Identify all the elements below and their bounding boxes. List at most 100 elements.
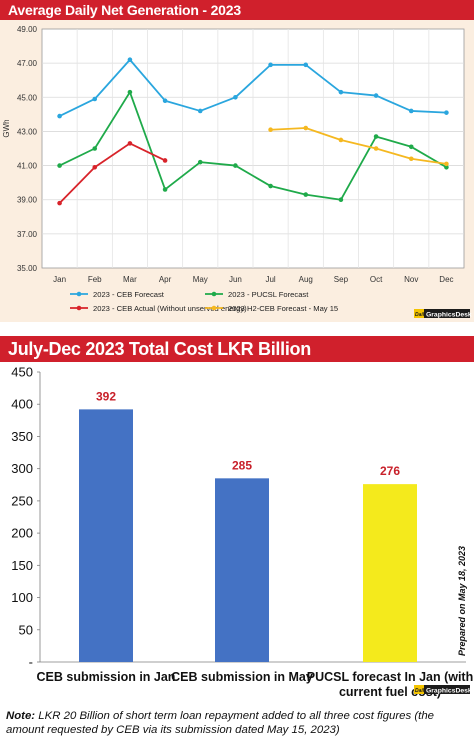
y-tick-label: 41.00 (17, 162, 38, 171)
legend-swatch-marker (211, 291, 217, 297)
x-tick-label: PUCSL forecast In Jan (with current fuel … (307, 670, 473, 699)
data-point (373, 134, 379, 139)
data-point (162, 158, 168, 163)
x-tick-label: Aug (299, 275, 313, 284)
legend-entry: 2023 - PUCSL Forecast (228, 290, 309, 299)
x-tick-label: Sep (334, 275, 349, 284)
x-tick-label: Mar (123, 275, 137, 284)
data-point (303, 62, 309, 68)
credit-badge-accent (414, 309, 424, 318)
data-point (268, 183, 273, 189)
y-tick-label: 300 (11, 461, 33, 476)
legend-swatch-marker (211, 305, 217, 311)
legend-swatch-marker (76, 291, 82, 297)
data-point (303, 192, 309, 197)
y-tick-label: 47.00 (17, 59, 38, 68)
y-tick-label: 39.00 (17, 196, 38, 205)
footnote-label: Note: (6, 710, 36, 722)
x-tick-label: Jul (265, 275, 275, 284)
data-point (197, 159, 203, 165)
series-line-1 (59, 58, 447, 117)
line-chart-title: Average Daily Net Generation - 2023 (0, 0, 474, 20)
data-point (57, 200, 62, 206)
line-chart: 35.00 37.00 39.00 41.00 43.00 45.00 47.00 49.00… (2, 25, 472, 319)
y-tick-label: 49.00 (17, 25, 38, 34)
data-point (268, 62, 273, 68)
data-point (408, 144, 414, 150)
y-axis-label: GWh (2, 119, 11, 137)
data-point (162, 98, 168, 103)
credit-badge (414, 309, 470, 318)
credit-text: GraphicsDesk (426, 312, 472, 319)
panel-divider (0, 322, 474, 336)
data-point (57, 113, 62, 119)
credit-text: GraphicsDesk (426, 688, 472, 695)
series-line-2 (59, 91, 447, 201)
data-point (127, 89, 133, 95)
y-tick-label: 250 (11, 493, 33, 508)
x-tick-label: Feb (88, 275, 102, 284)
credit-badge-accent (414, 685, 424, 694)
bar-value-label: 285 (232, 458, 252, 472)
data-point (338, 89, 344, 95)
y-tick-label: - (29, 655, 33, 670)
x-tick-label: Oct (370, 275, 383, 284)
y-tick-label: 43.00 (17, 127, 38, 136)
data-point (444, 161, 449, 167)
series-line-3 (58, 142, 166, 204)
data-point (373, 93, 379, 98)
data-point (408, 156, 414, 162)
x-tick-label: Jan (53, 275, 66, 284)
x-tick-label: Apr (159, 275, 172, 284)
data-point (127, 141, 133, 146)
legend-entry: 2023 - CEB Actual (Without unserved ener… (93, 304, 247, 313)
bar-value-label: 392 (96, 389, 116, 403)
credit-badge (414, 685, 470, 694)
credit-prefix: Daily (415, 312, 427, 318)
y-tick-label: 50 (19, 622, 33, 637)
data-point (444, 164, 449, 170)
data-point (408, 108, 414, 114)
data-point (303, 125, 309, 131)
data-point (268, 127, 273, 133)
data-point (338, 197, 344, 203)
data-point (57, 163, 62, 168)
y-tick-label: 200 (11, 526, 33, 541)
x-tick-label: May (193, 275, 208, 284)
data-point (92, 96, 98, 102)
credit-prefix: Daily (415, 688, 427, 694)
data-point (162, 187, 168, 192)
data-point (233, 94, 238, 100)
bar-value-label: 276 (380, 464, 400, 478)
data-point (233, 163, 238, 168)
x-tick-label: Dec (439, 275, 453, 284)
bar (363, 484, 417, 662)
data-point (197, 108, 203, 114)
y-tick-label: 400 (11, 397, 33, 412)
y-tick-label: 450 (11, 365, 33, 380)
x-tick-label: Nov (404, 275, 418, 284)
footnote-text: LKR 20 Billion of short term loan repaym… (6, 710, 435, 736)
y-tick-label: 45.00 (17, 93, 38, 102)
y-tick-label: 350 (11, 429, 33, 444)
data-point (92, 146, 98, 151)
y-tick-label: 150 (11, 558, 33, 573)
bar (215, 478, 269, 662)
bar-chart-title: July-Dec 2023 Total Cost LKR Billion (0, 336, 474, 362)
legend-entry: 2023 - CEB Forecast (93, 290, 165, 299)
x-tick-label: CEB submission in Jan (37, 670, 176, 684)
data-point (92, 164, 98, 170)
legend-swatch-marker (76, 305, 82, 311)
prepared-date: Prepared on May 18, 2023 (457, 546, 467, 656)
data-point (444, 110, 449, 115)
data-point (373, 146, 379, 151)
data-point (338, 137, 344, 143)
footnote: Note: LKR 20 Billion of short term loan … (6, 709, 466, 736)
x-tick-label: CEB submission in May (171, 670, 313, 684)
bar-chart: - 50 100 150 200 250 300 350 400 450 392 285 276 CEB … (11, 365, 473, 700)
bar-chart-panel: July-Dec 2023 Total Cost LKR Billion - 50… (0, 336, 474, 736)
bar (79, 409, 133, 662)
legend-entry: 2023 H2-CEB Forecast - May 15 (228, 304, 338, 313)
data-point (127, 57, 133, 63)
y-tick-label: 100 (11, 590, 33, 605)
